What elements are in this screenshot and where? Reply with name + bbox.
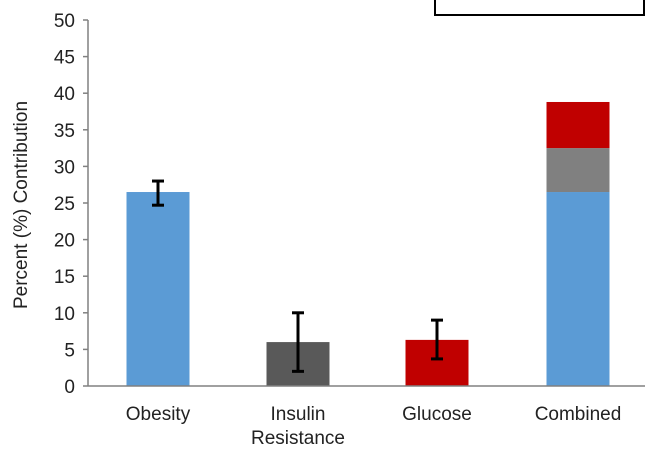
y-tick-label: 5 xyxy=(64,340,75,361)
y-tick-label: 45 xyxy=(54,48,75,69)
x-tick-label-line: Resistance xyxy=(251,428,345,449)
y-tick-label: 25 xyxy=(54,194,75,215)
x-axis: Obesity Insulin Resistance Glucose Combined xyxy=(88,385,645,449)
y-tick-label: 15 xyxy=(54,267,75,288)
y-tick-label: 30 xyxy=(54,157,75,178)
x-tick-label-line: Insulin xyxy=(271,404,326,425)
error-bar xyxy=(152,179,164,207)
x-tick-label: Insulin Resistance xyxy=(251,404,345,449)
y-tick-label: 20 xyxy=(54,231,75,252)
stacked-bar-segment xyxy=(546,101,610,149)
y-tick-label: 0 xyxy=(64,377,75,398)
x-tick-label-line: Combined xyxy=(535,404,622,425)
legend-box xyxy=(434,0,645,16)
y-tick-label: 40 xyxy=(54,84,75,105)
y-tick-label: 35 xyxy=(54,121,75,142)
bars xyxy=(126,101,610,386)
error-bar xyxy=(431,318,443,361)
y-axis: 0 5 10 15 20 25 30 35 40 45 50 xyxy=(54,11,89,398)
x-tick-label: Combined xyxy=(535,404,622,425)
x-tick-label-line: Glucose xyxy=(402,404,472,425)
y-tick-label: 50 xyxy=(54,11,75,32)
error-bar xyxy=(292,311,304,373)
stacked-bar-segment xyxy=(546,192,610,386)
stacked-bar-segment xyxy=(546,148,610,193)
x-tick-label: Obesity xyxy=(126,404,191,425)
bar xyxy=(126,192,190,386)
x-tick-label-line: Obesity xyxy=(126,404,191,425)
y-axis-label: Percent (%) Contribution xyxy=(11,101,32,309)
y-tick-label: 10 xyxy=(54,304,75,325)
x-tick-label: Glucose xyxy=(402,404,472,425)
